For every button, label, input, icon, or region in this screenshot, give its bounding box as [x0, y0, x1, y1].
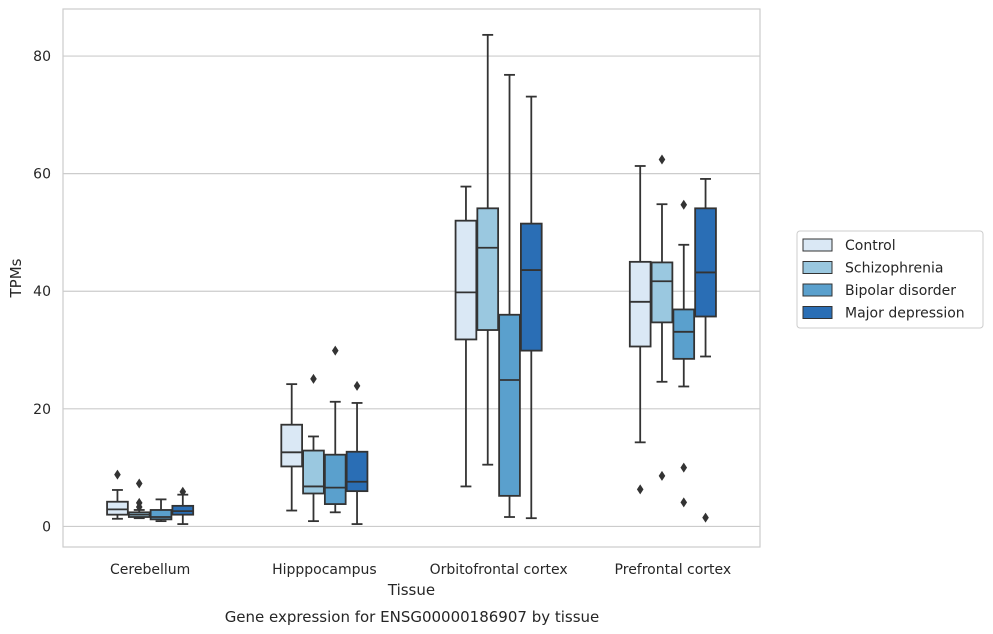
box-body [628, 260, 652, 348]
x-tick-label: Hipppocampus [272, 562, 377, 578]
legend: Control Schizophrenia Bipolar disorder Majo… [796, 230, 984, 329]
box-body [323, 453, 347, 505]
legend-swatch [802, 238, 833, 252]
y-tick-label: 40 [33, 284, 51, 300]
legend-swatch [802, 306, 833, 319]
x-axis-title: Tissue [387, 581, 435, 599]
box-body [476, 207, 500, 331]
x-tick-labels: Cerebellum Hipppocampus Orbitofrontal cort… [110, 562, 731, 578]
grid-lines [63, 55, 760, 528]
box-0-2 [454, 185, 478, 488]
legend-label: Major depression [845, 306, 965, 322]
outlier-point [680, 497, 688, 508]
box-0-1 [280, 383, 303, 512]
x-tick-label: Orbitofrontal cortex [430, 562, 568, 578]
box-3-2 [520, 95, 543, 520]
box-body [106, 500, 129, 516]
box-body [694, 207, 717, 318]
box-3-1 [345, 380, 369, 525]
box-body [672, 308, 696, 360]
outlier-point [353, 380, 361, 391]
outlier-point [114, 469, 121, 480]
box-3-0 [171, 486, 195, 525]
legend-swatch [802, 261, 833, 274]
x-tick-label: Prefrontal cortex [615, 562, 732, 578]
box-body [650, 261, 674, 324]
outlier-point [310, 373, 317, 384]
outlier-point [658, 470, 666, 481]
box-0-0 [106, 469, 129, 520]
y-tick-label: 80 [33, 49, 51, 65]
outlier-point [658, 154, 666, 165]
box-2-3 [672, 199, 696, 508]
y-tick-labels: 0 20 40 60 80 [33, 49, 51, 535]
box-body [498, 313, 521, 497]
outlier-point [331, 345, 339, 356]
y-axis-title: TPMs [7, 258, 25, 298]
legend-swatch [802, 283, 833, 297]
box-body [520, 222, 543, 352]
outlier-point [680, 462, 688, 473]
legend-label: Control [845, 238, 896, 254]
box-2-0 [149, 498, 173, 523]
plot-area-frame [62, 8, 761, 548]
box-body [149, 509, 173, 521]
box-3-3 [694, 178, 717, 523]
box-body [454, 219, 478, 341]
chart-caption: Gene expression for ENSG00000186907 by t… [225, 608, 600, 626]
outlier-point [636, 484, 644, 495]
box-groups [106, 33, 717, 525]
x-tick-label: Cerebellum [110, 562, 190, 578]
box-1-3 [650, 154, 674, 481]
outlier-point [179, 486, 187, 497]
legend-label: Bipolar disorder [845, 283, 956, 299]
box-1-0 [127, 478, 151, 520]
y-tick-label: 0 [42, 519, 51, 535]
outlier-point [135, 502, 143, 513]
outlier-point [680, 199, 688, 210]
box-body [302, 449, 325, 495]
box-2-1 [323, 345, 347, 514]
box-2-2 [498, 73, 521, 518]
legend-frame [796, 230, 984, 329]
legend-label: Schizophrenia [845, 261, 943, 277]
outlier-point [135, 478, 143, 489]
y-tick-label: 20 [33, 402, 51, 418]
box-1-1 [302, 373, 325, 523]
box-1-2 [476, 33, 500, 466]
outlier-point [702, 512, 709, 523]
box-0-3 [628, 165, 652, 495]
box-body [345, 450, 369, 493]
y-tick-label: 60 [33, 167, 51, 183]
box-body [280, 423, 303, 468]
